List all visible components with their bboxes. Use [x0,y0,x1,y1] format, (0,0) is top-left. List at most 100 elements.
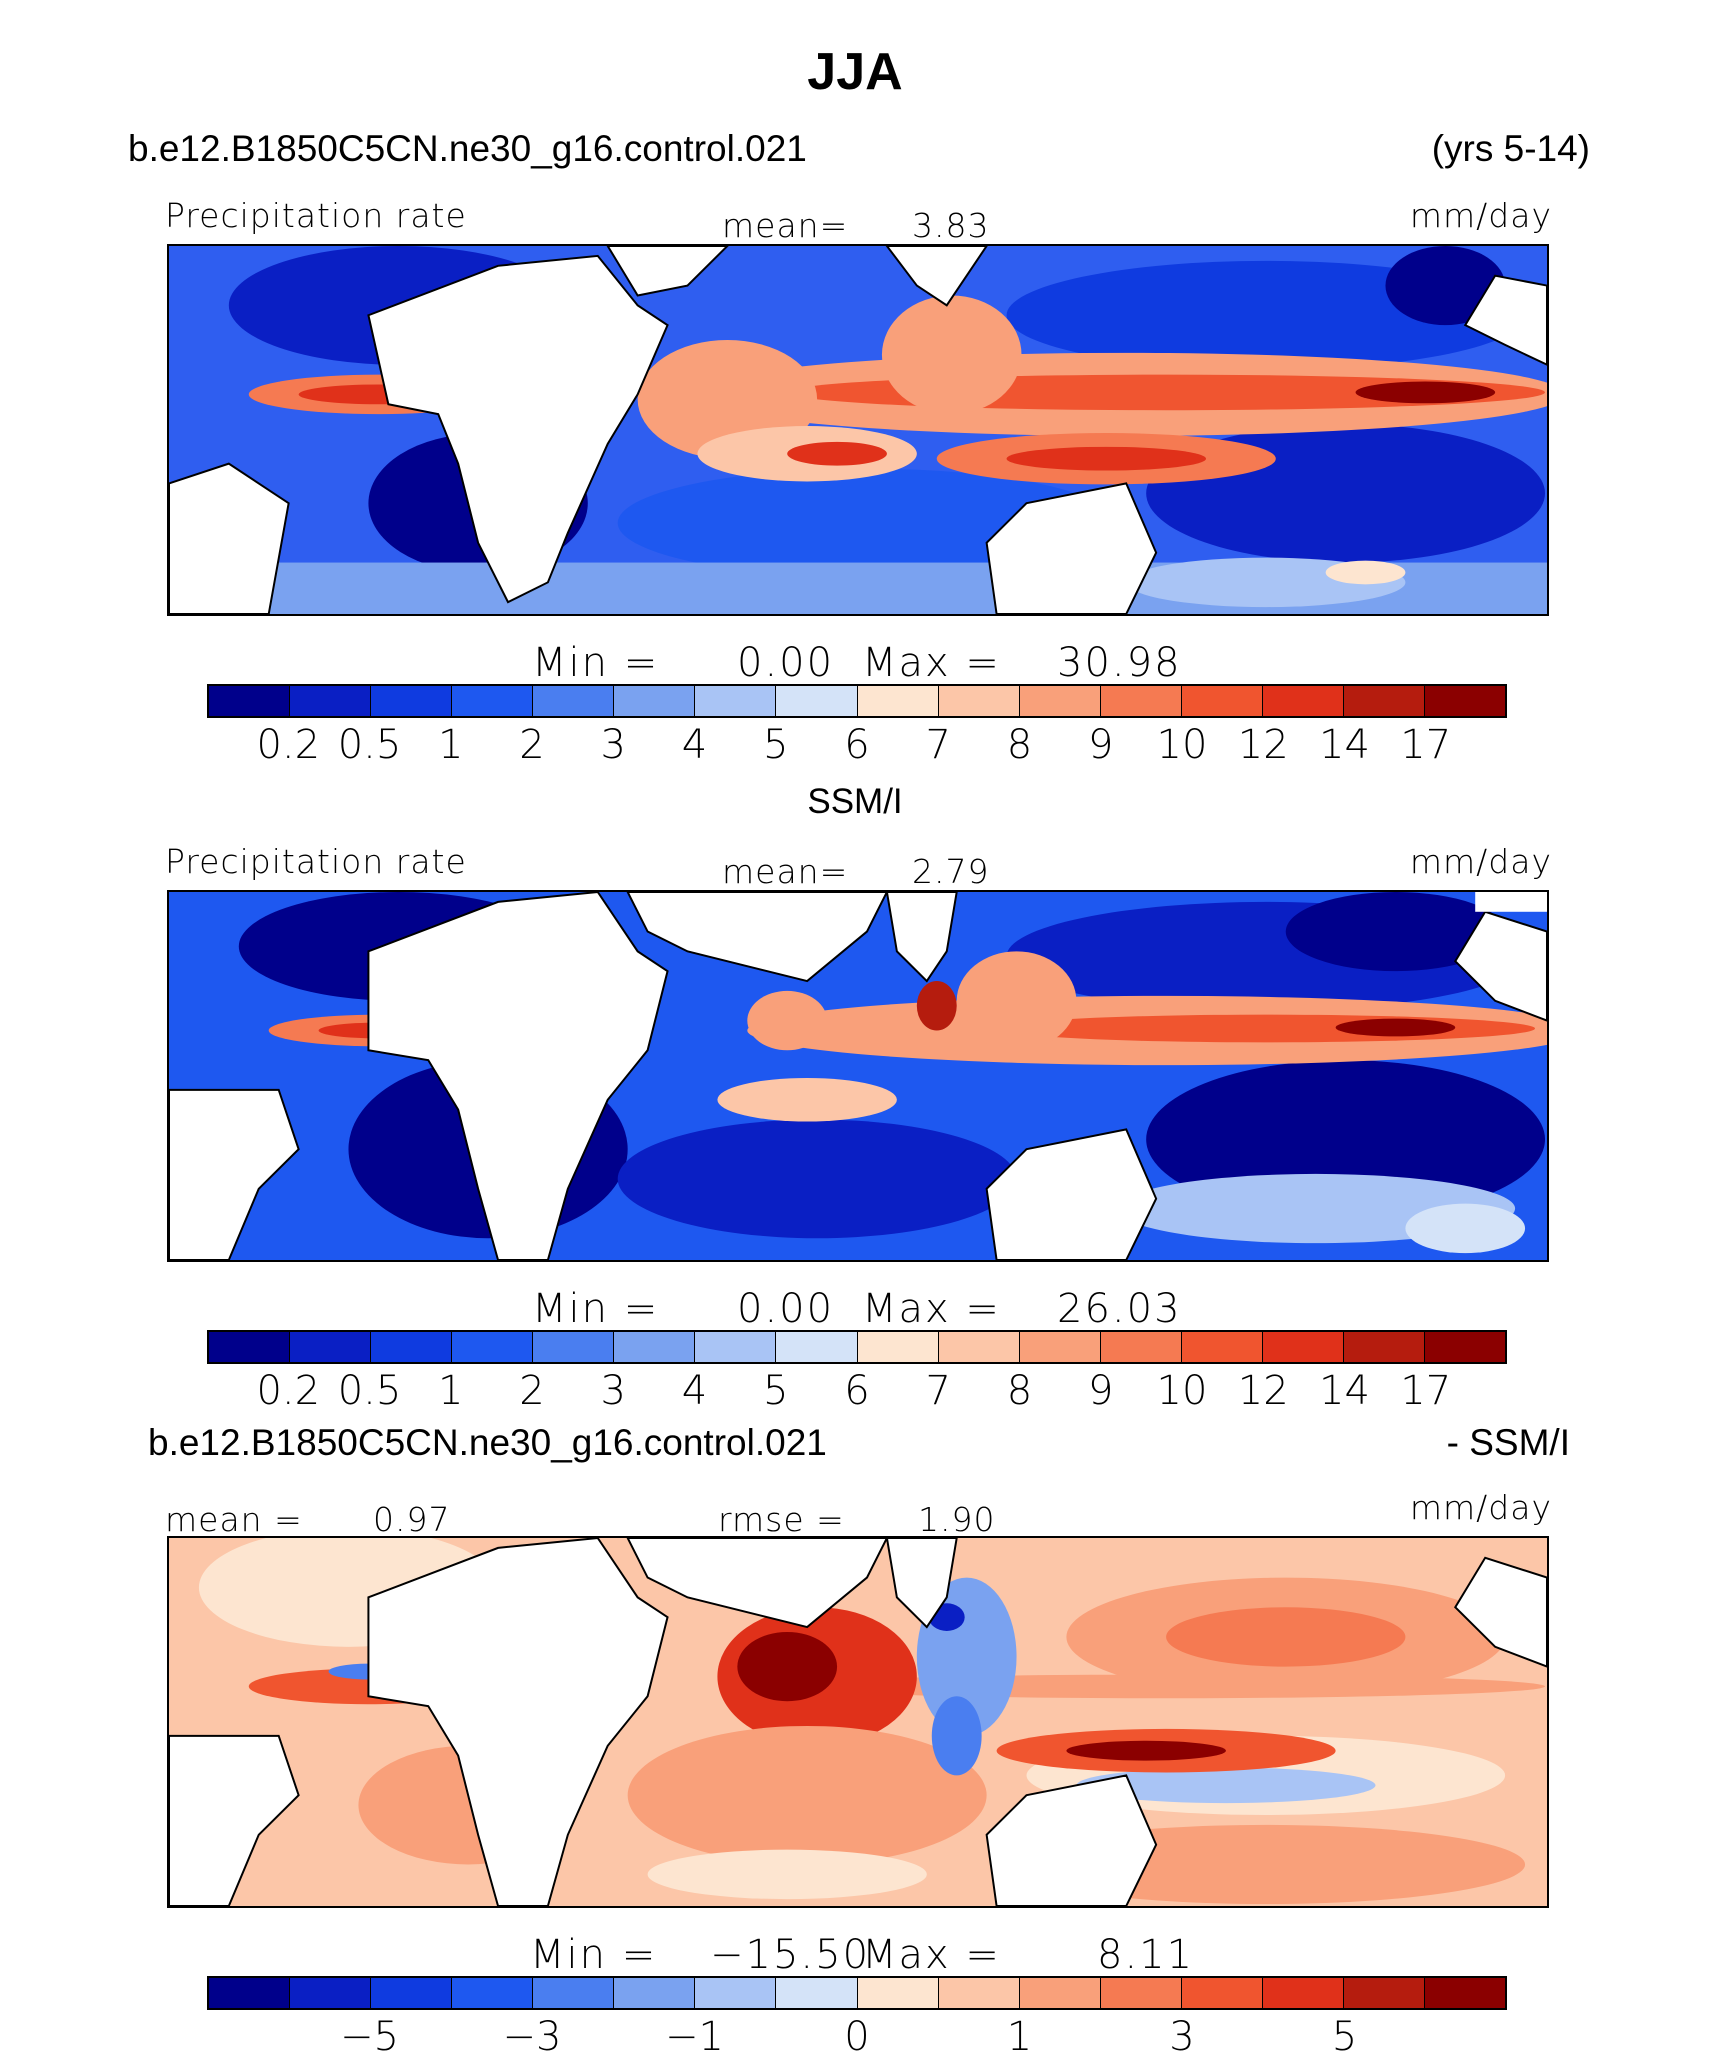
colorbar-segment [452,686,534,716]
panel2-subtitle: SSM/I [807,782,903,821]
panel3-difference-map [167,1536,1549,1908]
panel3-rmse-label: rmse = [718,1500,845,1539]
colorbar-segment [290,1332,372,1362]
colorbar-segment [695,1978,777,2008]
colorbar-segment [371,686,453,716]
colorbar-segment [1100,1332,1182,1362]
colorbar-segment [1181,1978,1263,2008]
colorbar-tick-label: 1 [1006,2014,1033,2060]
panel3-case-suffix: - SSM/I [1446,1422,1570,1463]
colorbar-segment [1424,1978,1505,2008]
colorbar-tick-label: 8 [1006,1368,1033,1414]
colorbar-tick-label: 2 [519,722,545,768]
colorbar-tick-label: 4 [681,1368,708,1414]
panel3-max-label: Max = [862,1932,1001,1978]
colorbar-tick-label: 9 [1088,722,1114,768]
panel2-mean-label: mean= [722,852,849,891]
panel2-max-label: Max = [862,1286,1001,1332]
colorbar-tick-label: 9 [1088,1368,1114,1414]
colorbar-segment [371,1978,453,2008]
colorbar-segment [857,686,939,716]
colorbar-segment [614,686,696,716]
panel3-rmse-value: 1.90 [918,1500,996,1539]
panel1-variable: Precipitation rate [165,196,467,235]
colorbar-tick-label: 2 [519,1368,545,1414]
colorbar-tick-label: 6 [844,722,870,768]
colorbar-tick-label: 14 [1319,1368,1370,1414]
colorbar-tick-label: −1 [665,2014,724,2060]
panel2-min-value: 0.00 [737,1286,835,1332]
colorbar-tick-label: 8 [1006,722,1033,768]
colorbar-tick-label: 3 [1169,2014,1195,2060]
colorbar-segment [1019,1978,1101,2008]
colorbar-segment [209,1332,291,1362]
colorbar-segment [1262,686,1344,716]
panel3-mean-value: 0.97 [373,1500,451,1539]
colorbar-tick-label: 0 [844,2014,870,2060]
panel3-colorbar [207,1976,1507,2010]
colorbar-segment [533,1978,615,2008]
colorbar-segment [371,1332,453,1362]
colorbar-segment [209,686,291,716]
colorbar-tick-label: 12 [1237,722,1289,768]
panel3-mean-label: mean = [165,1500,303,1539]
panel3-min-label: Min = [530,1932,658,1978]
colorbar-tick-label: 1 [438,1368,464,1414]
colorbar-segment [1019,1332,1101,1362]
colorbar-segment [1262,1332,1344,1362]
panel2-max-value: 26.03 [1057,1286,1182,1332]
colorbar-segment [1181,686,1263,716]
panel2-variable: Precipitation rate [165,842,467,881]
colorbar-segment [1343,1332,1425,1362]
colorbar-tick-label: 14 [1319,722,1370,768]
panel3-min-value: −15.50 [710,1932,871,1978]
panel1-model-precip-map [167,244,1549,616]
colorbar-segment [1100,1978,1182,2008]
colorbar-tick-label: −3 [502,2014,562,2060]
colorbar-tick-label: 5 [1331,2014,1358,2060]
colorbar-tick-label: 17 [1400,722,1452,768]
colorbar-segment [452,1332,534,1362]
colorbar-segment [938,1332,1020,1362]
colorbar-segment [938,686,1020,716]
panel3-max-value: 8.11 [1097,1932,1195,1978]
colorbar-segment [1424,686,1505,716]
colorbar-segment [614,1332,696,1362]
colorbar-segment [1343,686,1425,716]
case-name: b.e12.B1850C5CN.ne30_g16.control.021 [128,128,807,169]
panel2-mean-value: 2.79 [912,852,990,891]
colorbar-segment [695,686,777,716]
colorbar-segment [452,1978,534,2008]
panel2-observed-precip-map [167,890,1549,1262]
colorbar-segment [776,686,858,716]
panel1-colorbar [207,684,1507,718]
colorbar-tick-label: 5 [763,1368,789,1414]
colorbar-segment [695,1332,777,1362]
colorbar-segment [614,1978,696,2008]
colorbar-segment [290,1978,372,2008]
colorbar-segment [533,1332,615,1362]
panel3-case-name: b.e12.B1850C5CN.ne30_g16.control.021 [148,1422,827,1463]
colorbar-segment [1424,1332,1505,1362]
colorbar-tick-label: 12 [1237,1368,1289,1414]
figure-title: JJA [807,43,903,101]
colorbar-tick-label: 0.5 [337,1368,402,1414]
colorbar-segment [209,1978,291,2008]
colorbar-tick-label: 7 [925,1368,951,1414]
colorbar-segment [1100,686,1182,716]
panel1-mean-value: 3.83 [912,206,990,245]
colorbar-tick-label: 3 [600,722,626,768]
colorbar-segment [533,686,615,716]
panel1-max-value: 30.98 [1057,640,1182,686]
panel2-units: mm/day [1409,842,1552,881]
colorbar-segment [1181,1332,1263,1362]
panel1-units: mm/day [1409,196,1552,235]
colorbar-tick-label: 7 [925,722,951,768]
colorbar-tick-label: 10 [1156,722,1208,768]
panel1-max-label: Max = [862,640,1001,686]
years-label: (yrs 5-14) [1431,128,1590,169]
panel1-min-value: 0.00 [737,640,835,686]
colorbar-tick-label: 3 [600,1368,626,1414]
panel3-units: mm/day [1409,1488,1552,1527]
colorbar-tick-label: 5 [763,722,789,768]
